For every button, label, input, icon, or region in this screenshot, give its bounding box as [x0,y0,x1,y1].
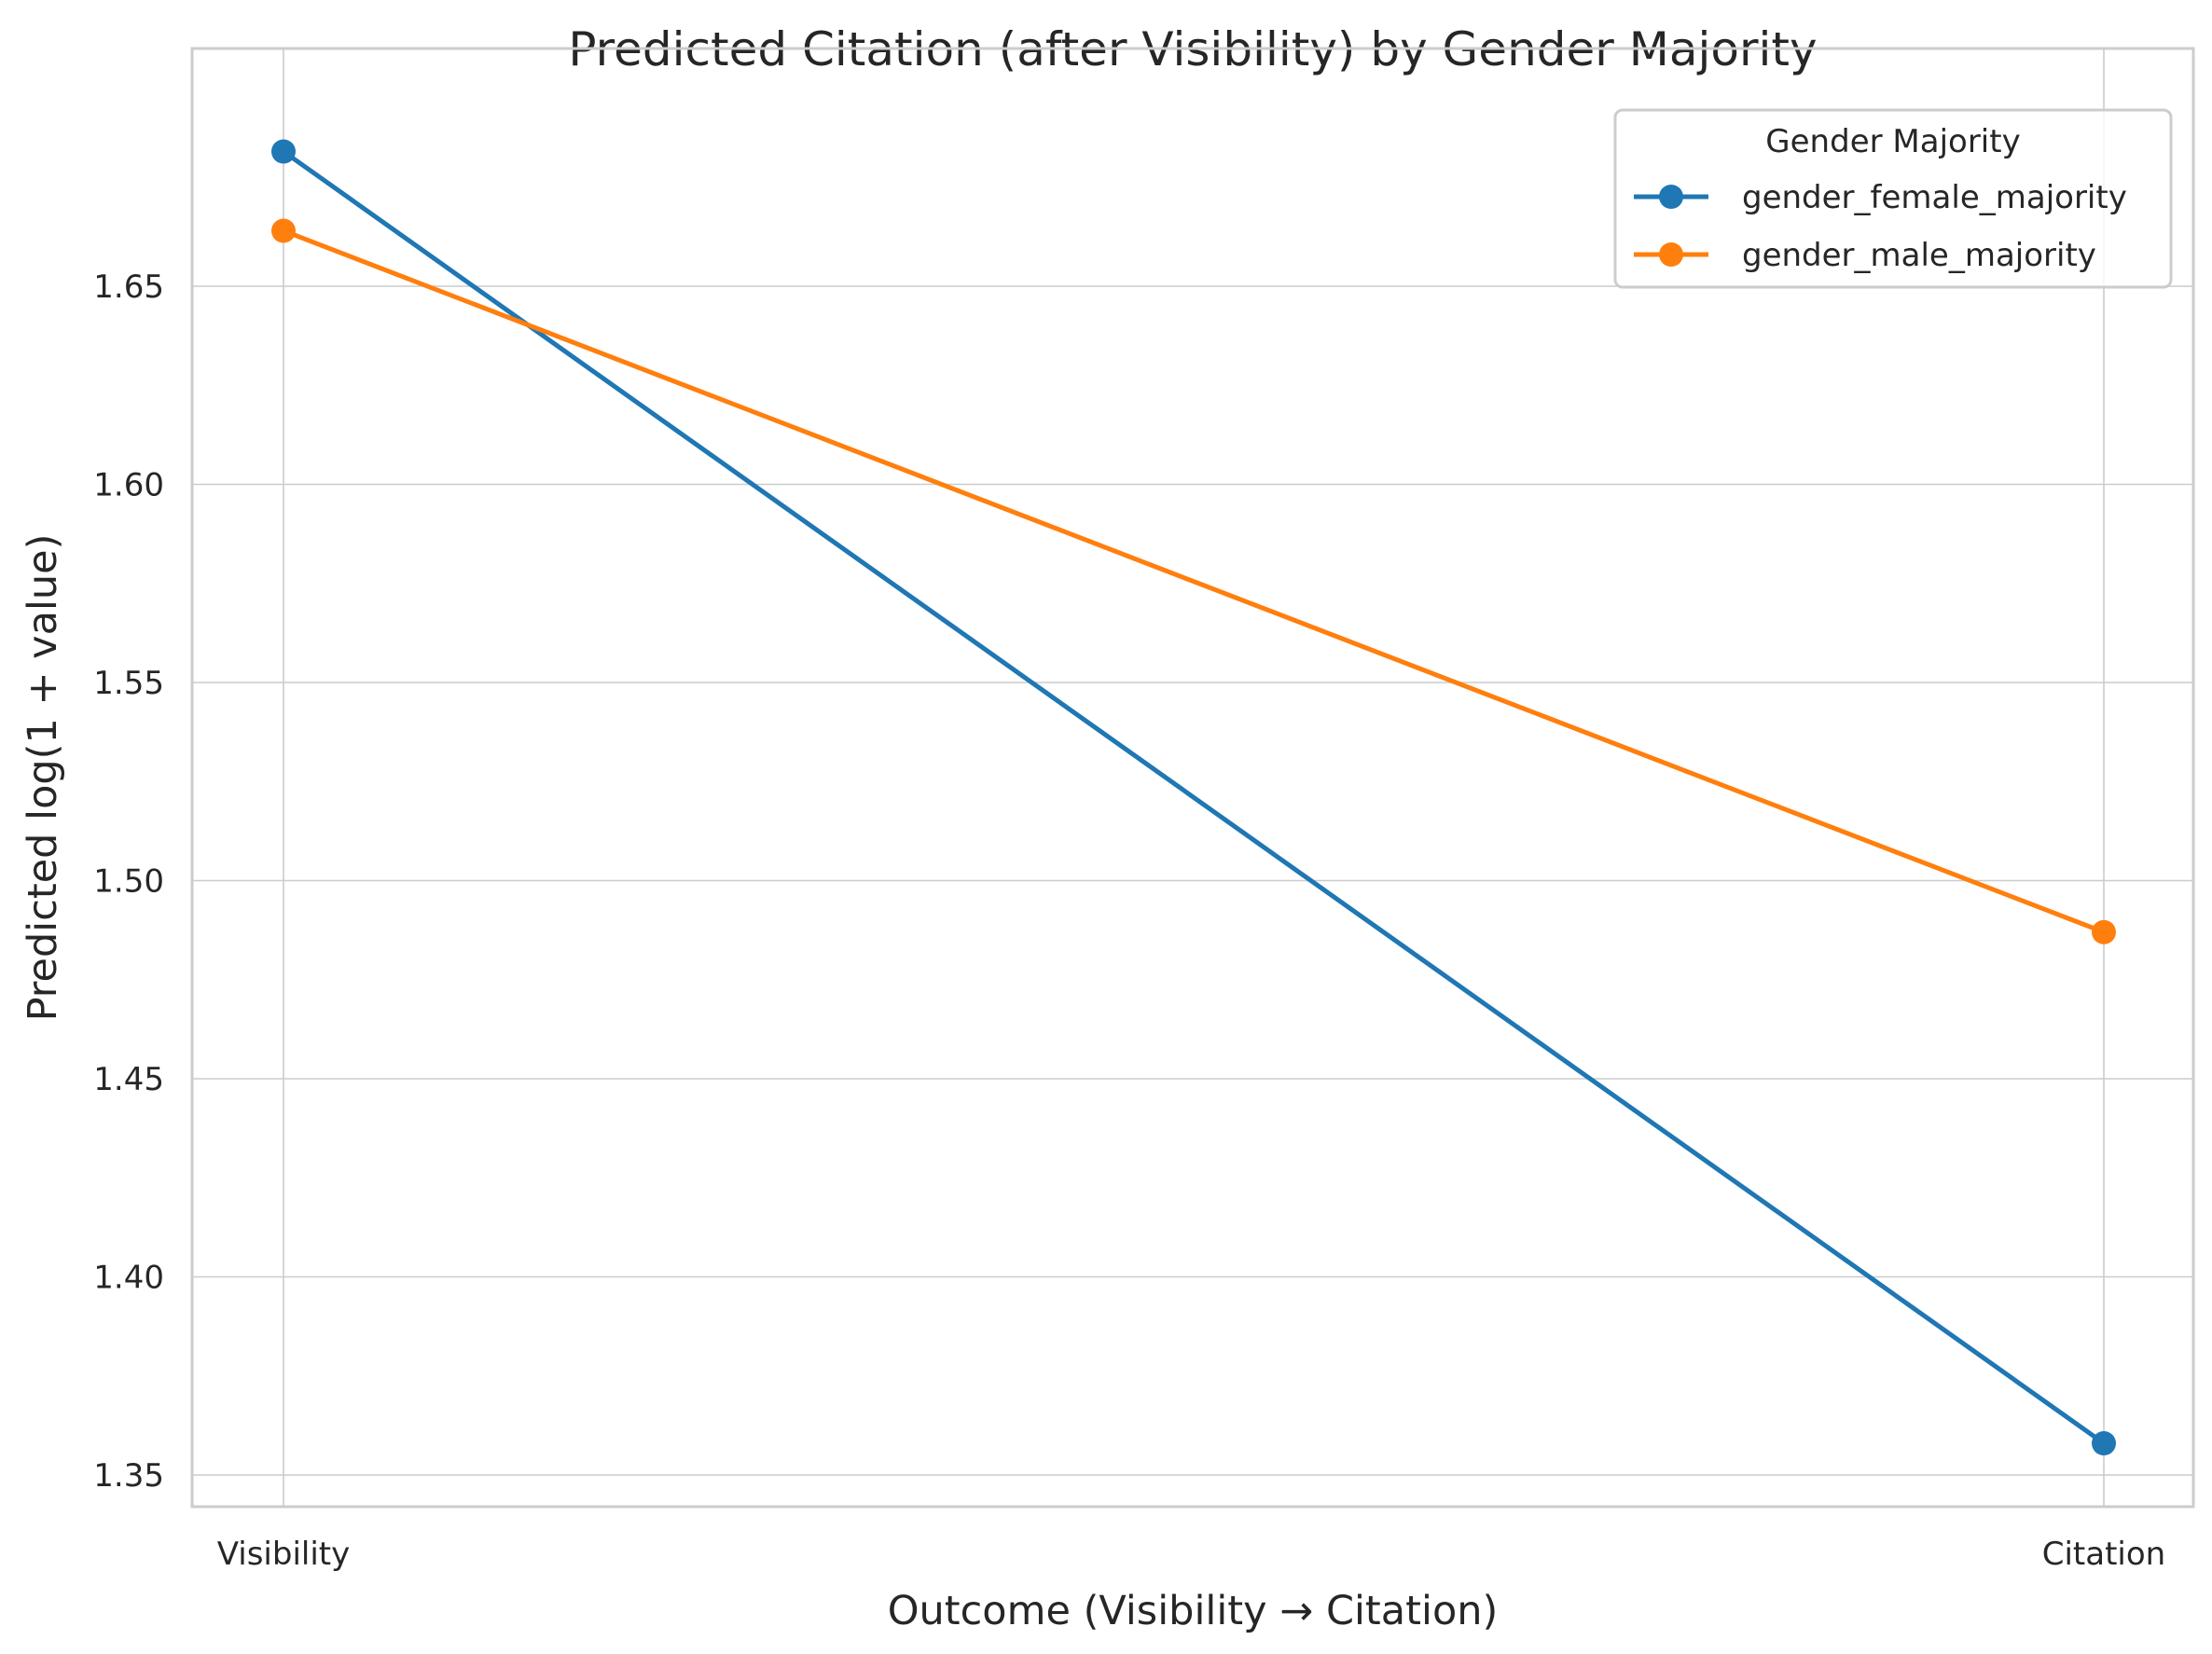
legend-label: gender_male_majority [1742,237,2096,274]
x-axis-label: Outcome (Visibility → Citation) [888,1588,1499,1634]
x-tick-label: Citation [2042,1536,2165,1573]
data-point [271,139,296,164]
y-tick-label: 1.60 [93,467,164,504]
legend-marker [1659,242,1683,267]
legend-box [1613,108,2173,289]
y-tick-label: 1.45 [93,1061,164,1098]
y-tick-label: 1.65 [93,269,164,306]
legend-title: Gender Majority [1765,123,2020,160]
y-tick-label: 1.40 [93,1260,164,1297]
data-point [2092,919,2116,944]
data-point [2092,1431,2116,1455]
y-tick-label: 1.50 [93,863,164,901]
y-tick-label: 1.35 [93,1457,164,1495]
legend-marker [1659,185,1683,209]
x-tick-labels: Visibility Citation [217,1536,2165,1573]
series-points [271,139,2116,1455]
legend: Gender Majority gender_female_majorityge… [1613,108,2173,289]
legend-items: gender_female_majority gender_male_majori… [1634,179,2127,274]
series-line [283,228,2105,935]
y-tick-label: 1.55 [93,665,164,702]
series-line [282,149,2106,1446]
y-axis-label: Predicted log(1 + value) [20,534,66,1022]
legend-label: gender_female_majority [1742,179,2127,216]
plot-frame [190,47,2195,1509]
data-point [271,218,296,243]
series-lines [282,149,2106,1446]
y-tick-labels: 1.35 1.40 1.45 1.50 1.55 1.60 1.65 [93,269,164,1495]
x-tick-label: Visibility [217,1536,351,1573]
